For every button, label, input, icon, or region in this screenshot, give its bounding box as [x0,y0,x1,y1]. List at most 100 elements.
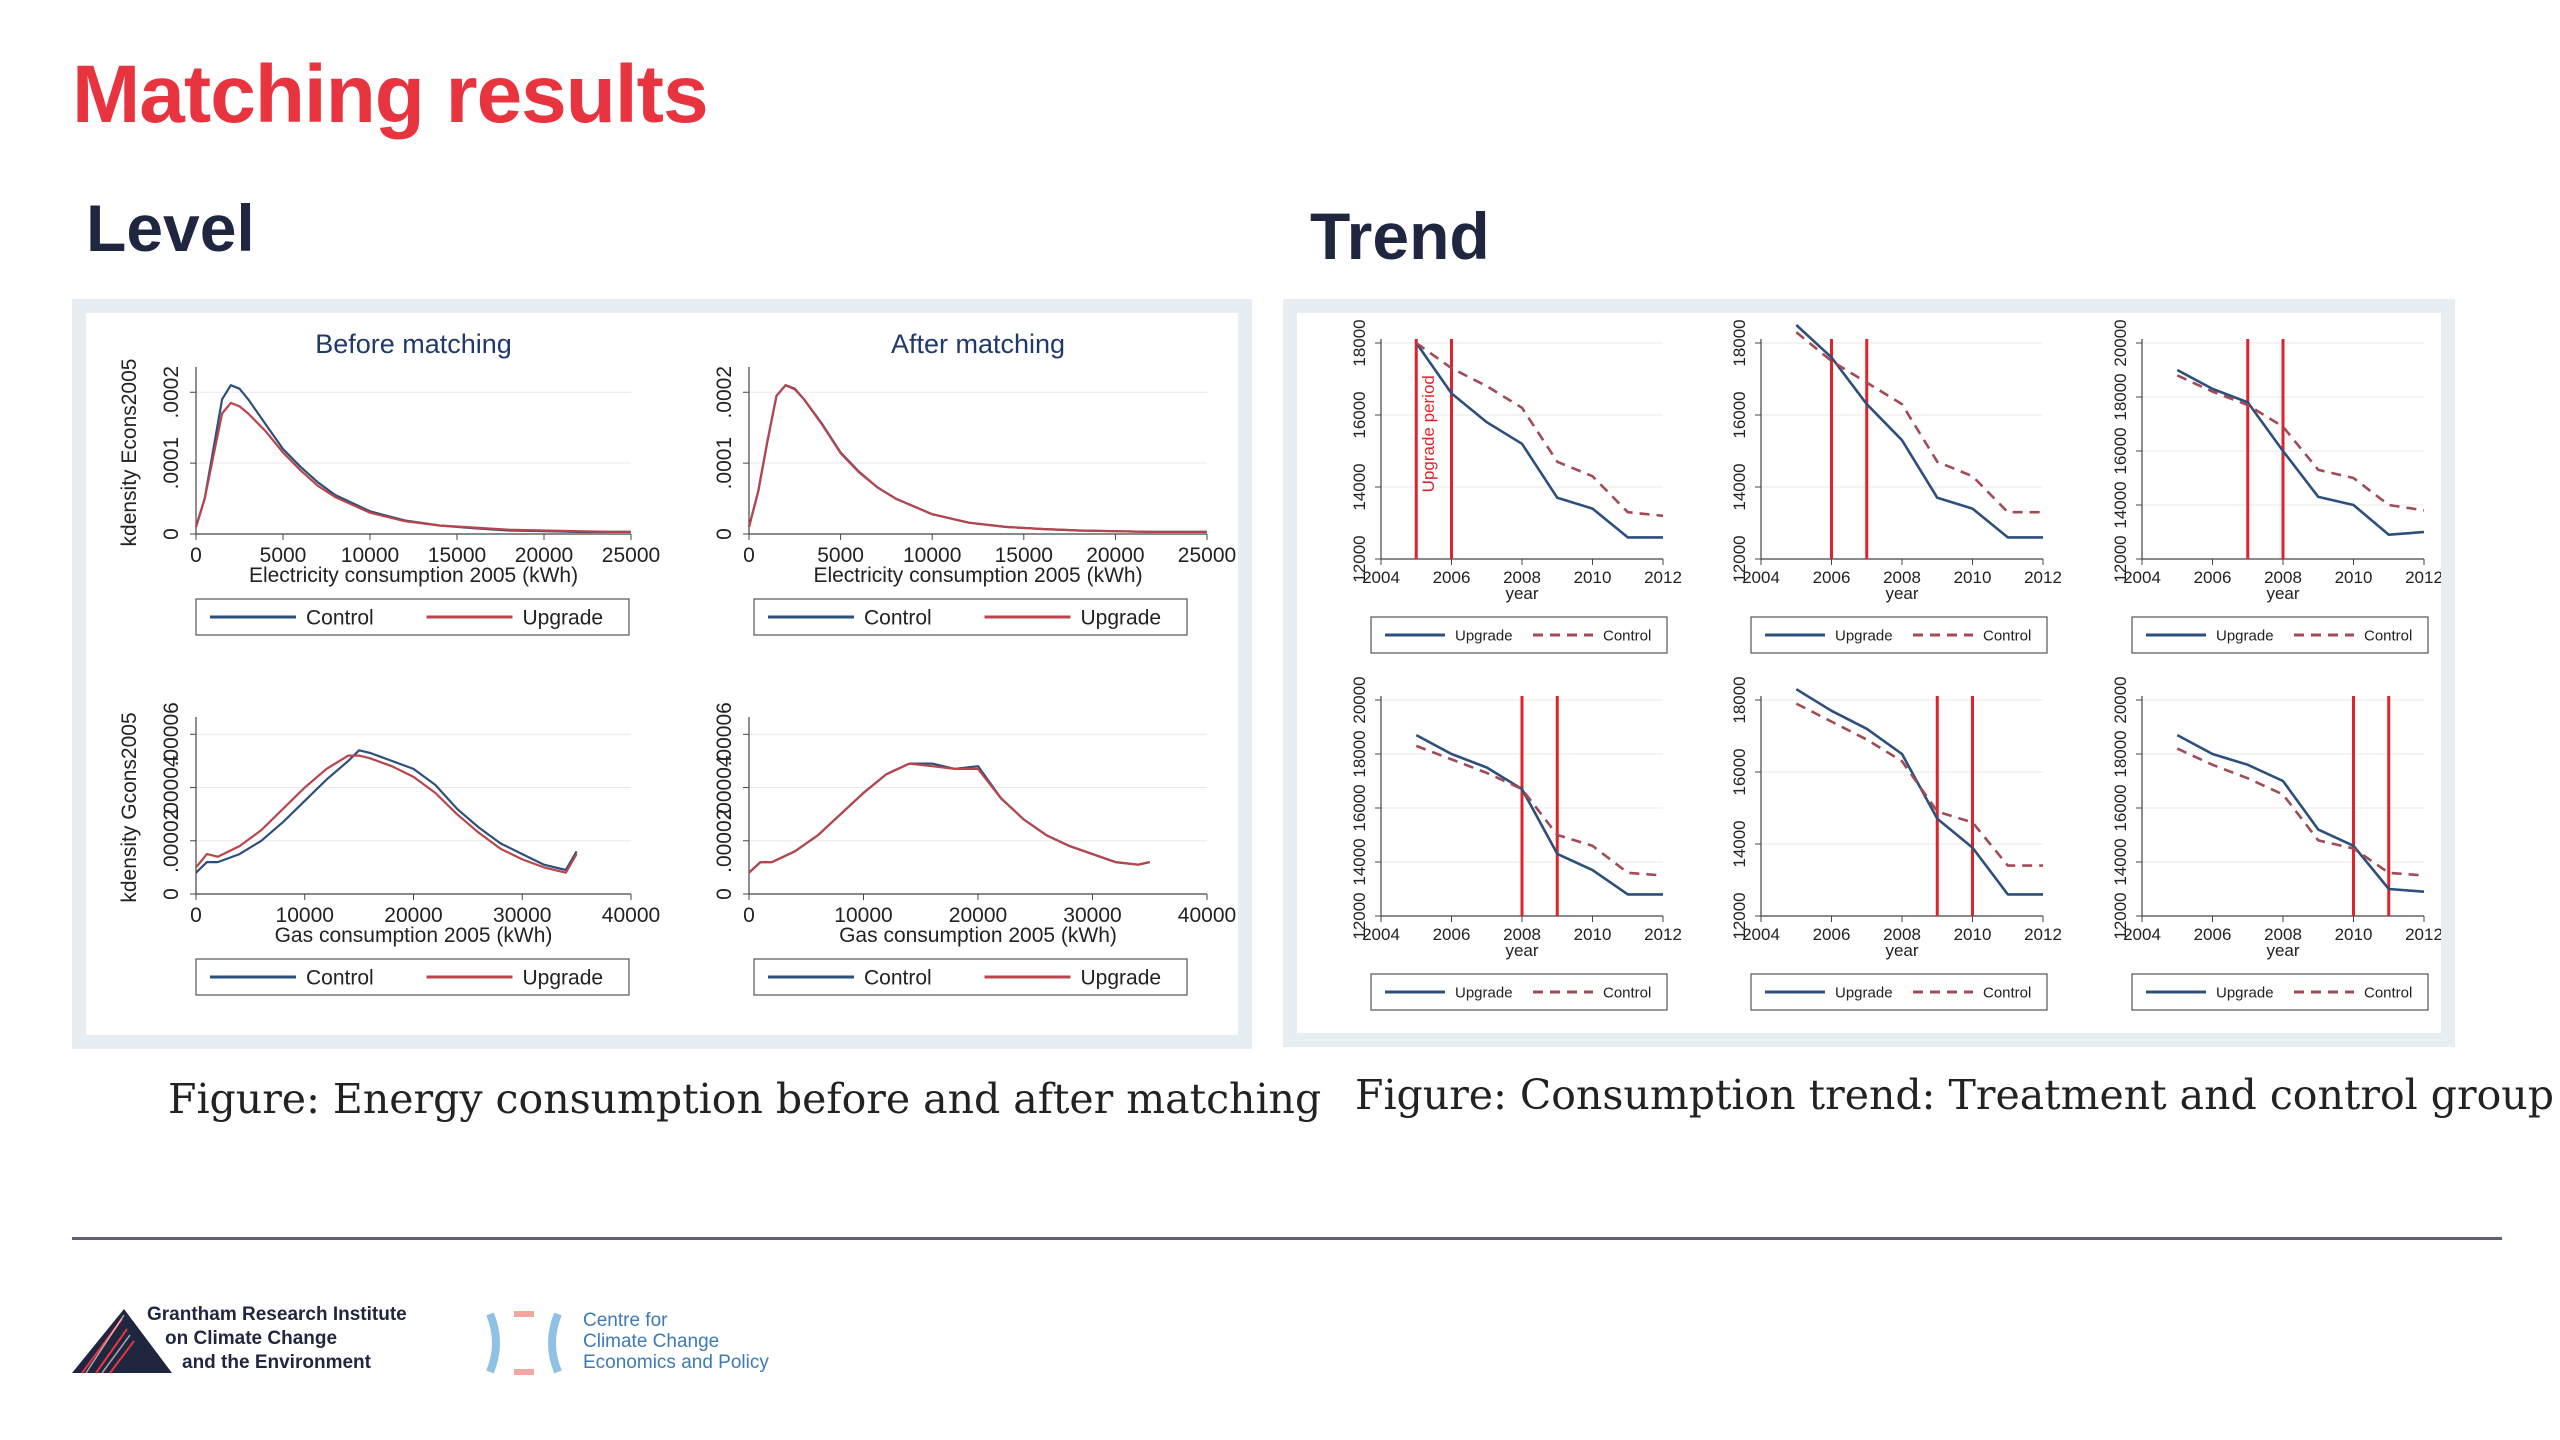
cccep-logo-icon [486,1311,562,1375]
x-tick-label: 2010 [2335,925,2373,944]
grantham-line-2: on Climate Change [165,1328,338,1349]
x-tick-label: 20000 [515,544,573,567]
level-charts-svg: 0 5000 10000 15000 20000 25000 0 .0001 .0002 Elec… [118,329,1236,996]
legend-label-control: Control [1983,984,2031,1001]
y-tick-label: 12000 [2111,535,2130,582]
x-tick-label: 2006 [1433,925,1471,944]
x-axis-label: year [1505,941,1538,960]
y-tick-label: 18000 [2111,730,2130,777]
x-tick-label: 2012 [1644,568,1682,587]
trend-charts-svg: 2004 2006 2008 2010 2012 12000 14000 16000 18000… [1350,319,2441,1011]
x-tick-label: 2010 [1954,925,1992,944]
level-heading: Level [86,191,255,265]
series-line-upgrade [2176,733,2425,893]
x-axis-label: Gas consumption 2005 (kWh) [275,924,553,947]
grantham-logo-text: Grantham Research Institute on Climate C… [147,1303,407,1375]
legend-label-upgrade: Upgrade [2216,984,2274,1001]
x-tick-label: 2006 [1813,568,1851,587]
y-tick-label: 14000 [2111,838,2130,885]
y-tick-label: 18000 [1730,319,1749,366]
y-tick-label: 12000 [1730,892,1749,939]
legend-label-upgrade: Upgrade [1455,627,1513,644]
y-tick-label: 12000 [1350,535,1369,582]
series-line-upgrade [194,401,631,533]
series-line-upgrade [1795,688,2043,896]
legend-label-control: Control [1983,627,2031,644]
y-tick-label: 16000 [2111,427,2130,474]
x-tick-label: 2004 [1362,568,1400,587]
x-tick-label: 15000 [995,544,1053,567]
x-axis-label: Electricity consumption 2005 (kWh) [813,564,1142,587]
y-tick-label: 20000 [2111,676,2130,723]
series-line-control [2176,747,2425,877]
y-axis-label: kdensity Gcons2005 [118,712,141,902]
grantham-line-1: Grantham Research Institute [147,1304,407,1325]
level-panel: 0 5000 10000 15000 20000 25000 0 .0001 .0002 Elec… [72,299,1252,1049]
chart-level_elec_after: 0 5000 10000 15000 20000 25000 0 .0001 .0002 Elec… [713,329,1236,636]
series-line-control [748,762,1151,874]
slide-title: Matching results [72,49,709,140]
cccep-line-3: Economics and Policy [583,1352,769,1373]
x-tick-label: 2006 [1813,925,1851,944]
x-tick-label: 20000 [384,904,442,927]
x-tick-label: 2004 [2123,925,2161,944]
chart-title: After matching [891,329,1065,359]
legend-label-control: Control [306,607,374,630]
x-tick-label: 2008 [1883,568,1921,587]
x-tick-label: 30000 [1063,904,1121,927]
legend-label-upgrade: Upgrade [523,607,604,630]
y-tick-label: .0002 [713,366,736,419]
x-axis-label: year [1885,941,1918,960]
y-axis-label: kdensity Econs2005 [118,359,141,547]
series-line-control [1415,341,1664,518]
y-tick-label: 18000 [1350,730,1369,777]
y-tick-label: .00002 [160,809,183,873]
trend-caption: Figure: Consumption trend: Treatment and… [1355,1071,2554,1119]
x-tick-label: 0 [190,544,202,567]
legend-label-control: Control [864,607,932,630]
x-axis-label: Gas consumption 2005 (kWh) [839,924,1117,947]
x-axis-label: Electricity consumption 2005 (kWh) [249,564,578,587]
x-tick-label: 30000 [493,904,551,927]
x-tick-label: 2010 [1954,568,1992,587]
level-panel-inner: 0 5000 10000 15000 20000 25000 0 .0001 .0002 Elec… [86,313,1238,1035]
x-tick-label: 2008 [1503,568,1541,587]
x-axis-label: year [2266,941,2299,960]
x-tick-label: 0 [743,544,755,567]
chart-trend_2: 2004 2006 2008 2010 2012 12000 14000 16000 18000… [1730,319,2062,654]
x-tick-label: 2012 [2024,568,2062,587]
chart-trend_5: 2004 2006 2008 2010 2012 12000 14000 16000 18000… [1730,676,2062,1011]
y-tick-label: 0 [713,528,736,540]
y-tick-label: .0001 [713,437,736,490]
x-tick-label: 2012 [1644,925,1682,944]
y-tick-label: 0 [160,528,183,540]
grantham-line-3: and the Environment [182,1352,371,1373]
series-line-control [194,384,631,533]
legend-label-upgrade: Upgrade [523,967,604,990]
y-tick-label: .0002 [160,366,183,419]
y-tick-label: .0001 [160,437,183,490]
y-tick-label: 16000 [1730,748,1749,795]
series-line-control [2176,374,2425,512]
y-tick-label: .00004 [160,755,183,820]
y-tick-label: 16000 [1350,391,1369,438]
series-line-control [1415,744,1664,877]
legend-label-upgrade: Upgrade [1081,607,1162,630]
x-tick-label: 2004 [2123,568,2161,587]
y-tick-label: 14000 [2111,481,2130,528]
x-tick-label: 2008 [2264,568,2302,587]
y-tick-label: 20000 [2111,319,2130,366]
y-tick-label: 0 [160,888,183,900]
x-tick-label: 2008 [2264,925,2302,944]
y-tick-label: 18000 [2111,373,2130,420]
x-tick-label: 2012 [2405,925,2441,944]
y-tick-label: .00006 [713,702,736,766]
x-tick-label: 10000 [834,904,892,927]
chart-title: Before matching [315,329,512,359]
chart-trend_4: 2004 2006 2008 2010 2012 12000 14000 16000 18000… [1350,676,1682,1011]
x-tick-label: 25000 [1178,544,1236,567]
legend-label-upgrade: Upgrade [1835,627,1893,644]
level-caption: Figure: Energy consumption before and af… [168,1075,1322,1123]
y-tick-label: 0 [713,888,736,900]
legend-label-control: Control [306,967,374,990]
